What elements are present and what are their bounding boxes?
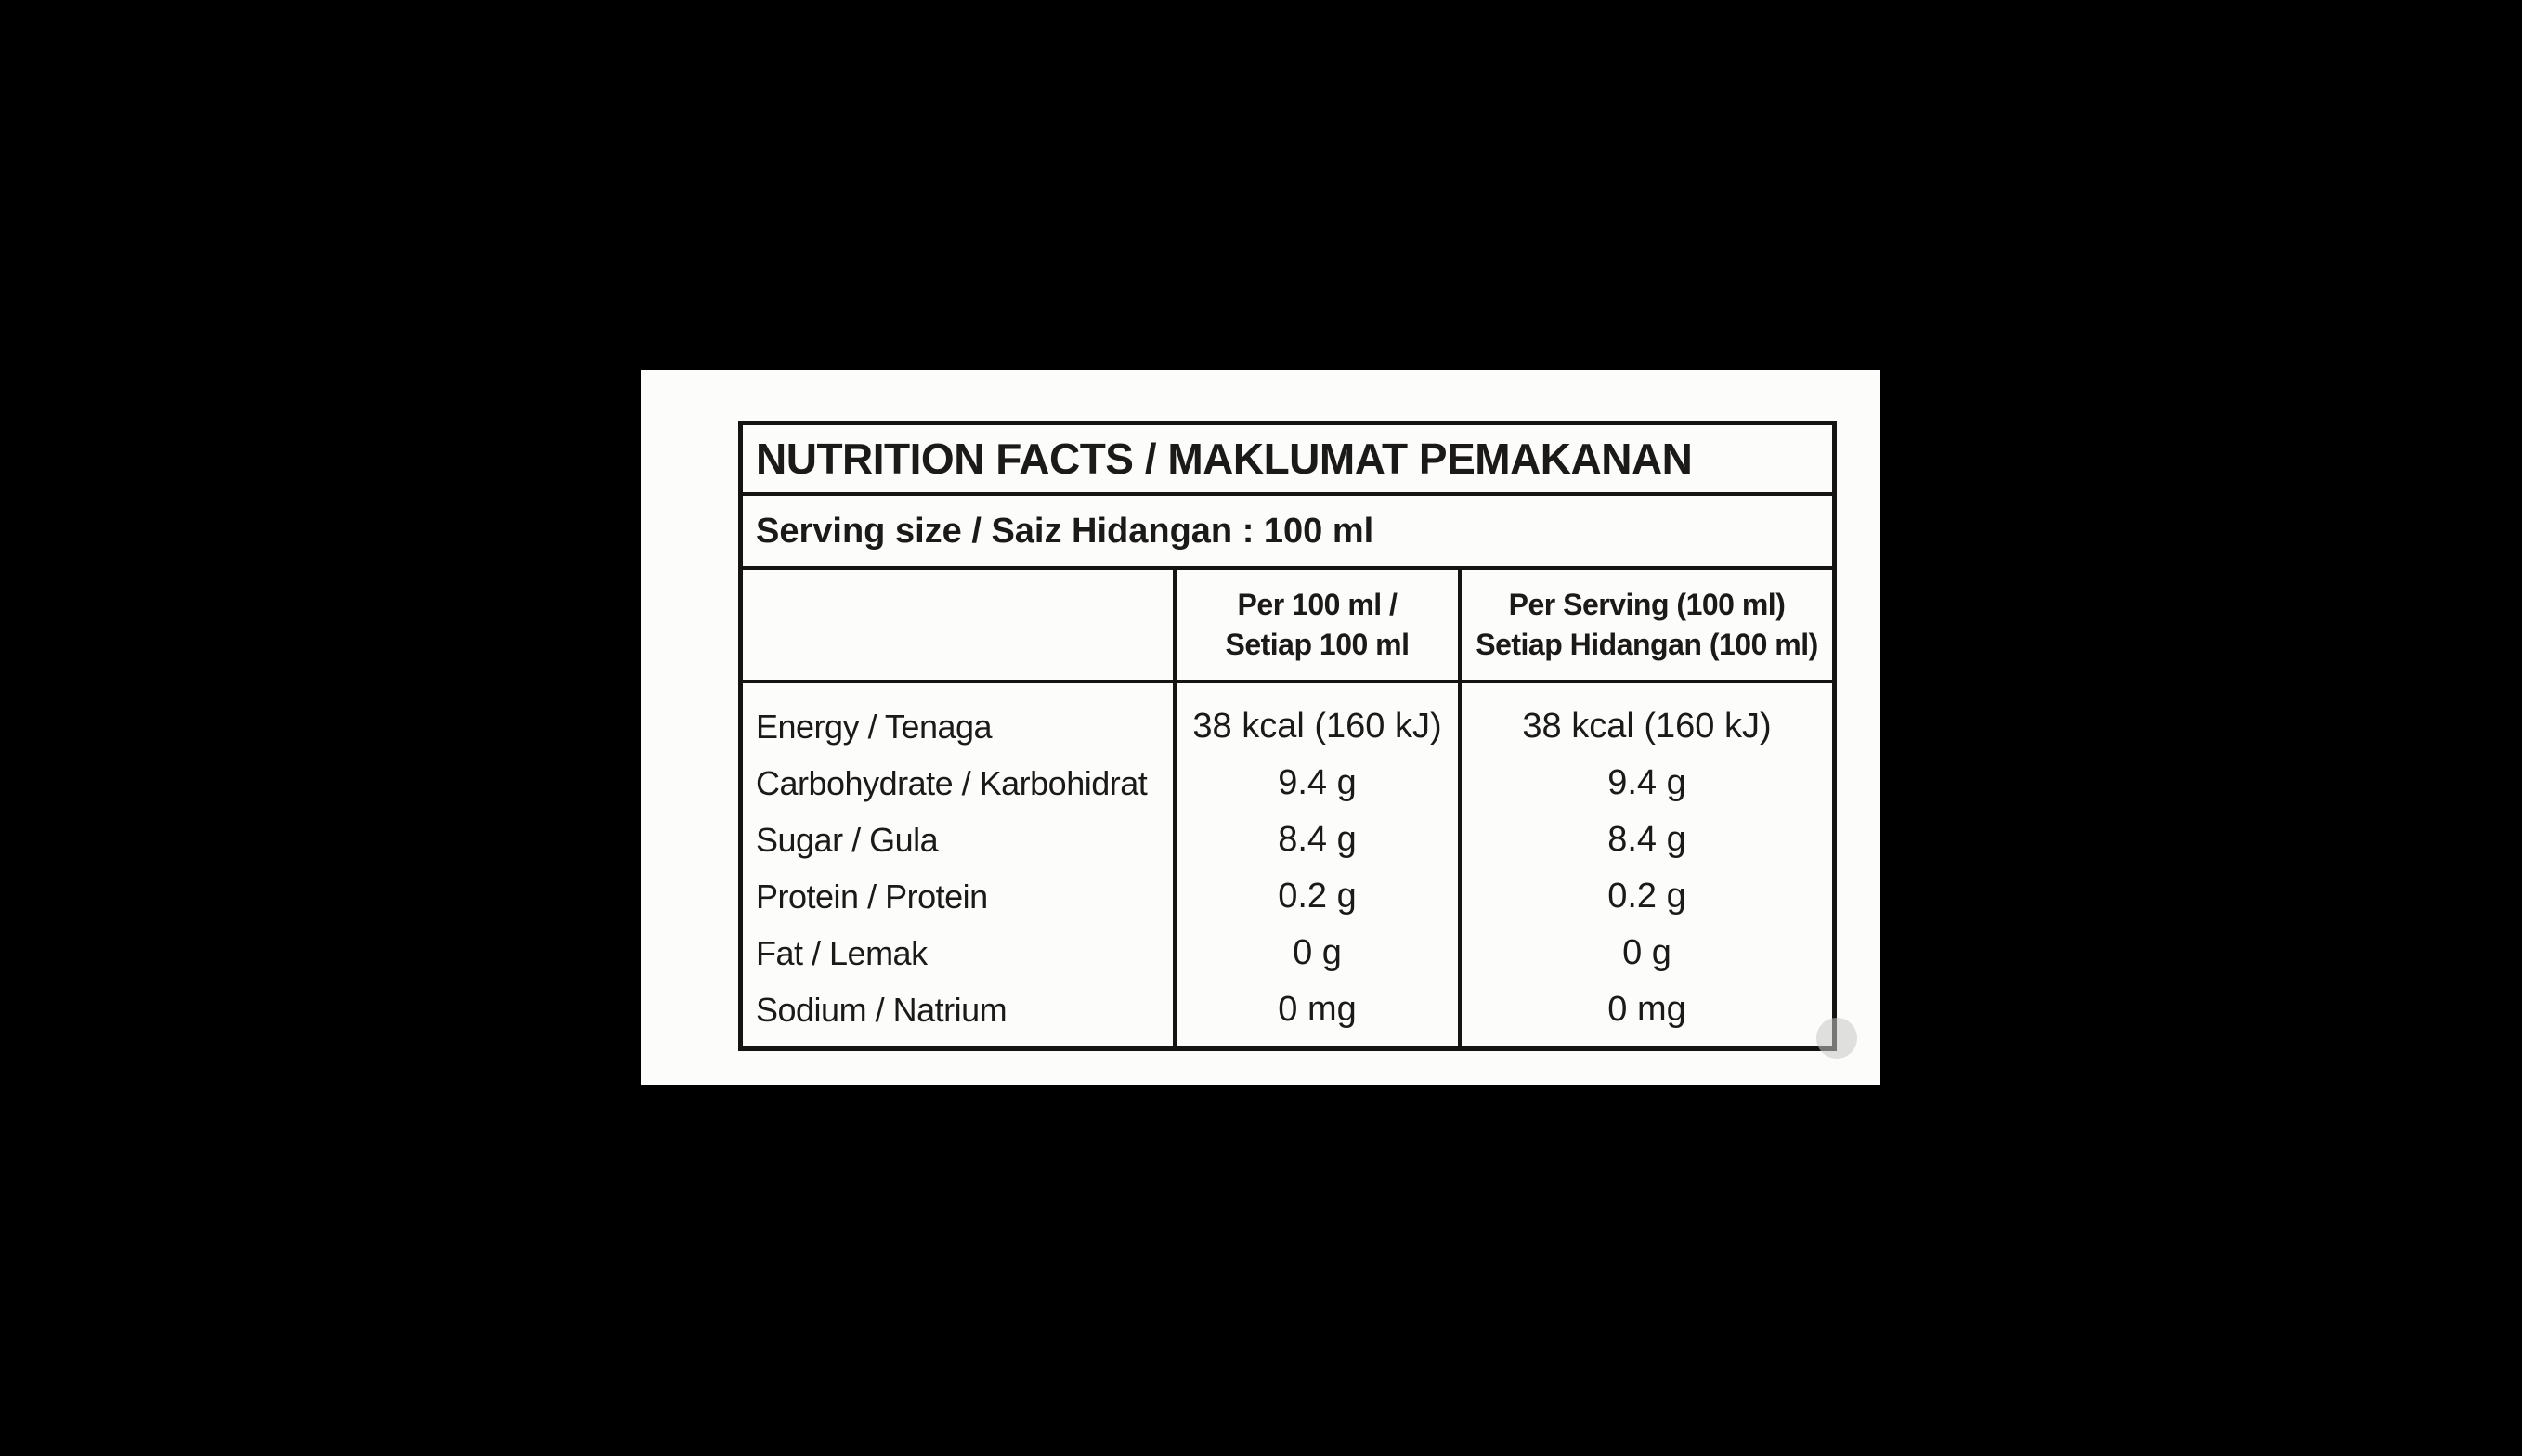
value-per-100ml: 9.4 g	[1278, 763, 1357, 802]
column-divider-1	[1173, 570, 1176, 1046]
column-header-per-100ml: Per 100 ml / Setiap 100 ml	[1176, 570, 1458, 680]
table-row: Sugar / Gula 8.4 g 8.4 g	[743, 812, 1832, 868]
serving-size-line: Serving size / Saiz Hidangan : 100 ml	[743, 496, 1832, 570]
nutrient-label: Sodium / Natrium	[756, 991, 1008, 1029]
watermark-artifact	[1816, 1018, 1857, 1059]
column-header-empty	[743, 570, 1173, 680]
column-header-per-100ml-line2: Setiap 100 ml	[1225, 628, 1410, 661]
value-per-serving: 9.4 g	[1607, 763, 1686, 802]
label-card: NUTRITION FACTS / MAKLUMAT PEMAKANAN Ser…	[641, 370, 1880, 1085]
table-row: Sodium / Natrium 0 mg 0 mg	[743, 982, 1832, 1038]
value-per-100ml: 0 mg	[1278, 990, 1357, 1029]
column-header-row: Per 100 ml / Setiap 100 ml Per Serving (…	[743, 570, 1832, 683]
nutrition-facts-table: NUTRITION FACTS / MAKLUMAT PEMAKANAN Ser…	[738, 421, 1837, 1051]
nutrient-rows: Energy / Tenaga 38 kcal (160 kJ) 38 kcal…	[743, 683, 1832, 1038]
value-per-100ml: 8.4 g	[1278, 820, 1357, 859]
column-header-per-100ml-line1: Per 100 ml /	[1237, 588, 1398, 621]
nutrient-label: Energy / Tenaga	[756, 708, 993, 746]
value-per-100ml: 0 g	[1293, 933, 1342, 972]
value-per-100ml: 38 kcal (160 kJ)	[1192, 707, 1442, 746]
table-row: Energy / Tenaga 38 kcal (160 kJ) 38 kcal…	[743, 698, 1832, 755]
nutrient-label: Fat / Lemak	[756, 934, 928, 972]
table-row: Carbohydrate / Karbohidrat 9.4 g 9.4 g	[743, 755, 1832, 812]
nutrient-label: Sugar / Gula	[756, 821, 939, 859]
value-per-serving: 0 g	[1622, 933, 1671, 972]
value-per-100ml: 0.2 g	[1278, 877, 1357, 916]
value-per-serving: 0.2 g	[1607, 877, 1686, 916]
table-title: NUTRITION FACTS / MAKLUMAT PEMAKANAN	[743, 425, 1832, 496]
nutrient-label: Carbohydrate / Karbohidrat	[756, 764, 1148, 802]
column-header-per-serving: Per Serving (100 ml) Setiap Hidangan (10…	[1462, 570, 1832, 680]
value-per-serving: 8.4 g	[1607, 820, 1686, 859]
value-per-serving: 38 kcal (160 kJ)	[1522, 707, 1772, 746]
table-row: Protein / Protein 0.2 g 0.2 g	[743, 868, 1832, 925]
column-header-per-serving-line2: Setiap Hidangan (100 ml)	[1476, 628, 1818, 661]
nutrient-label: Protein / Protein	[756, 878, 988, 916]
table-row: Fat / Lemak 0 g 0 g	[743, 925, 1832, 982]
value-per-serving: 0 mg	[1607, 990, 1686, 1029]
column-divider-2	[1458, 570, 1462, 1046]
column-header-per-serving-line1: Per Serving (100 ml)	[1508, 588, 1786, 621]
